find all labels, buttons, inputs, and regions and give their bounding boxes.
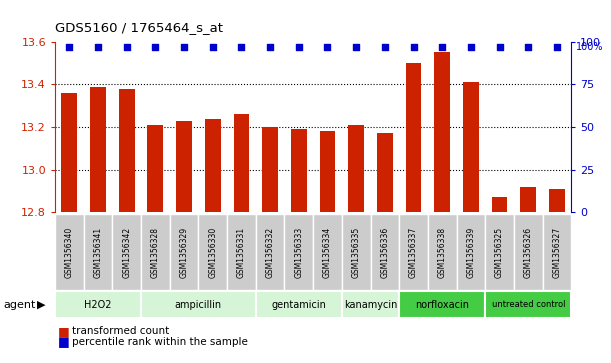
Bar [320, 131, 335, 212]
Text: GDS5160 / 1765464_s_at: GDS5160 / 1765464_s_at [55, 21, 223, 34]
Bar [456, 214, 485, 290]
Bar [170, 214, 199, 290]
Bar [543, 214, 571, 290]
Text: GSM1356330: GSM1356330 [208, 227, 218, 278]
Bar [514, 214, 543, 290]
Bar [377, 134, 393, 212]
Bar [233, 114, 249, 212]
Text: GSM1356335: GSM1356335 [352, 227, 360, 278]
Bar [428, 214, 456, 290]
Bar [199, 214, 227, 290]
Point [495, 44, 505, 50]
Text: ■: ■ [58, 325, 70, 338]
Bar [463, 82, 479, 212]
Text: ■: ■ [58, 335, 70, 348]
Point [93, 44, 103, 50]
Text: GSM1356333: GSM1356333 [295, 227, 303, 278]
Text: gentamicin: gentamicin [271, 300, 326, 310]
Bar [313, 214, 342, 290]
Text: GSM1356342: GSM1356342 [122, 227, 131, 278]
Bar [256, 214, 285, 290]
Bar [62, 93, 77, 212]
Bar [205, 118, 221, 212]
Point [524, 44, 533, 50]
Text: GSM1356331: GSM1356331 [237, 227, 246, 278]
Point [552, 44, 562, 50]
Bar [262, 127, 278, 212]
Bar [521, 187, 536, 212]
Bar [485, 214, 514, 290]
Point [150, 44, 160, 50]
Text: GSM1356332: GSM1356332 [266, 227, 274, 278]
Point [179, 44, 189, 50]
Bar [141, 214, 170, 290]
Bar [55, 214, 84, 290]
Text: norfloxacin: norfloxacin [415, 300, 469, 310]
Bar [176, 121, 192, 212]
Point [323, 44, 332, 50]
Bar [434, 52, 450, 212]
Point [380, 44, 390, 50]
Bar [119, 89, 134, 212]
Text: untreated control: untreated control [491, 300, 565, 309]
Text: kanamycin: kanamycin [344, 300, 397, 310]
Text: GSM1356336: GSM1356336 [380, 227, 389, 278]
Point [208, 44, 218, 50]
Point [351, 44, 361, 50]
Bar [112, 214, 141, 290]
Text: agent: agent [3, 300, 35, 310]
Text: ampicillin: ampicillin [175, 300, 222, 310]
Bar [90, 86, 106, 212]
Bar [342, 214, 370, 290]
Text: GSM1356340: GSM1356340 [65, 227, 74, 278]
Bar [370, 214, 399, 290]
Bar [147, 125, 163, 212]
Text: GSM1356334: GSM1356334 [323, 227, 332, 278]
Bar [485, 291, 571, 318]
Point [294, 44, 304, 50]
Bar [549, 189, 565, 212]
Point [236, 44, 246, 50]
Text: GSM1356329: GSM1356329 [180, 227, 189, 278]
Text: GSM1356338: GSM1356338 [437, 227, 447, 278]
Bar [399, 291, 485, 318]
Point [265, 44, 275, 50]
Point [466, 44, 476, 50]
Text: GSM1356328: GSM1356328 [151, 227, 160, 278]
Point [64, 44, 74, 50]
Bar [84, 214, 112, 290]
Text: GSM1356325: GSM1356325 [495, 227, 504, 278]
Text: percentile rank within the sample: percentile rank within the sample [72, 337, 248, 347]
Bar [141, 291, 256, 318]
Text: transformed count: transformed count [72, 326, 169, 336]
Point [122, 44, 131, 50]
Text: ▶: ▶ [37, 300, 45, 310]
Bar [256, 291, 342, 318]
Bar [285, 214, 313, 290]
Text: GSM1356341: GSM1356341 [93, 227, 103, 278]
Bar [348, 125, 364, 212]
Text: GSM1356339: GSM1356339 [466, 227, 475, 278]
Point [437, 44, 447, 50]
Bar [406, 63, 422, 212]
Text: GSM1356337: GSM1356337 [409, 227, 418, 278]
Bar [342, 291, 399, 318]
Bar [55, 291, 141, 318]
Bar [291, 129, 307, 212]
Bar [492, 197, 508, 212]
Text: GSM1356326: GSM1356326 [524, 227, 533, 278]
Bar [227, 214, 256, 290]
Text: GSM1356327: GSM1356327 [552, 227, 562, 278]
Point [409, 44, 419, 50]
Text: 100%: 100% [576, 42, 604, 52]
Bar [399, 214, 428, 290]
Text: H2O2: H2O2 [84, 300, 112, 310]
